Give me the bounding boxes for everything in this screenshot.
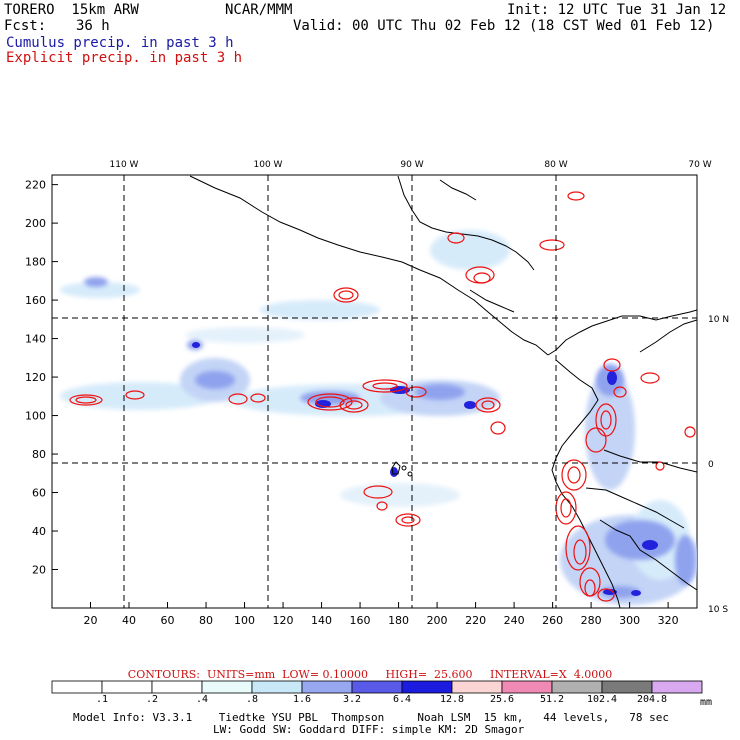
colorbar-label: 204.8: [636, 694, 668, 705]
y-tick-label: 180: [25, 256, 46, 269]
lon-label: 110 W: [110, 160, 139, 170]
colorbar-label: .8: [245, 694, 259, 705]
colorbar-swatch: [51, 680, 103, 694]
colorbar-swatch: [251, 680, 303, 694]
lon-label: 100 W: [254, 160, 283, 170]
x-tick-label: 180: [388, 614, 409, 627]
x-tick-label: 220: [465, 614, 486, 627]
init-time: Init: 12 UTC Tue 31 Jan 12: [507, 2, 727, 18]
y-tick-label: 80: [32, 448, 46, 461]
y-tick-label: 120: [25, 371, 46, 384]
cumulus-precip-layer: [60, 230, 697, 605]
colorbar-label: 1.6: [292, 694, 312, 705]
x-axis-ticks: 20 40 60 80 100 120 140 160 180 200 220 240 260 280 30…: [84, 602, 679, 627]
y-tick-label: 220: [25, 179, 46, 192]
colorbar-swatch: [301, 680, 353, 694]
colorbar-label: 51.2: [539, 694, 565, 705]
explicit-field-title: Explicit precip. in past 3 h: [6, 50, 243, 66]
colorbar-label: 25.6: [489, 694, 515, 705]
y-tick-label: 200: [25, 217, 46, 230]
lon-label: 90 W: [400, 160, 423, 170]
colorbar-swatch: [651, 680, 703, 694]
y-tick-label: 40: [32, 525, 46, 538]
colorbar-swatch: [401, 680, 453, 694]
colorbar-swatch: [201, 680, 253, 694]
forecast-label: Fcst:: [4, 18, 47, 34]
lon-label: 70 W: [688, 160, 711, 170]
x-tick-label: 80: [199, 614, 213, 627]
colorbar-swatch: [551, 680, 603, 694]
x-tick-label: 120: [273, 614, 294, 627]
y-tick-label: 100: [25, 410, 46, 423]
colorbar-label: 3.2: [342, 694, 362, 705]
colorbar-label: 6.4: [392, 694, 412, 705]
organization: NCAR/MMM: [225, 2, 293, 18]
colorbar-label: 12.8: [439, 694, 465, 705]
colorbar-units: mm: [699, 697, 713, 708]
y-tick-label: 60: [32, 487, 46, 500]
colorbar-swatch: [151, 680, 203, 694]
model-name: TORERO 15km ARW: [4, 2, 139, 18]
lat-label: 0: [708, 460, 714, 470]
x-tick-label: 140: [311, 614, 332, 627]
colorbar-swatch: [101, 680, 153, 694]
lat-lon-grid: [52, 175, 697, 608]
precip-colorbar: [51, 680, 703, 694]
colorbar-swatch: [451, 680, 503, 694]
model-info-line2: LW: Godd SW: Goddard DIFF: simple KM: 2D…: [213, 723, 525, 736]
x-tick-label: 60: [161, 614, 175, 627]
contour-info: CONTOURS: UNITS=mm LOW= 0.10000 HIGH= 25…: [127, 668, 613, 681]
colorbar-label: .4: [195, 694, 209, 705]
latitude-labels: 10 N 0 10 S: [708, 315, 729, 615]
x-tick-label: 280: [581, 614, 602, 627]
lon-label: 80 W: [544, 160, 567, 170]
colorbar-label: 102.4: [586, 694, 618, 705]
explicit-precip-contours: [69, 191, 696, 602]
colorbar-label: .2: [145, 694, 159, 705]
cumulus-field-title: Cumulus precip. in past 3 h: [6, 35, 234, 51]
y-axis-ticks: 20 40 60 80 100 120 140 160 180 200 220: [25, 179, 58, 577]
x-tick-label: 240: [504, 614, 525, 627]
valid-time: Valid: 00 UTC Thu 02 Feb 12 (18 CST Wed …: [293, 18, 715, 34]
colorbar-swatch: [601, 680, 653, 694]
x-tick-label: 320: [658, 614, 679, 627]
x-tick-label: 20: [84, 614, 98, 627]
x-tick-label: 160: [350, 614, 371, 627]
model-info-line1: Model Info: V3.3.1 Tiedtke YSU PBL Thomp…: [73, 711, 670, 724]
y-tick-label: 140: [25, 333, 46, 346]
colorbar-swatch: [351, 680, 403, 694]
x-tick-label: 40: [122, 614, 136, 627]
x-tick-label: 100: [234, 614, 255, 627]
lat-label: 10 N: [708, 315, 729, 325]
y-tick-label: 160: [25, 294, 46, 307]
colorbar-swatch: [501, 680, 553, 694]
forecast-hour: 36 h: [76, 18, 110, 34]
lat-label: 10 S: [708, 605, 728, 615]
y-tick-label: 20: [32, 564, 46, 577]
colorbar-label: .1: [95, 694, 109, 705]
x-tick-label: 200: [427, 614, 448, 627]
x-tick-label: 300: [619, 614, 640, 627]
x-tick-label: 260: [542, 614, 563, 627]
longitude-labels: 110 W 100 W 90 W 80 W 70 W: [110, 160, 712, 170]
